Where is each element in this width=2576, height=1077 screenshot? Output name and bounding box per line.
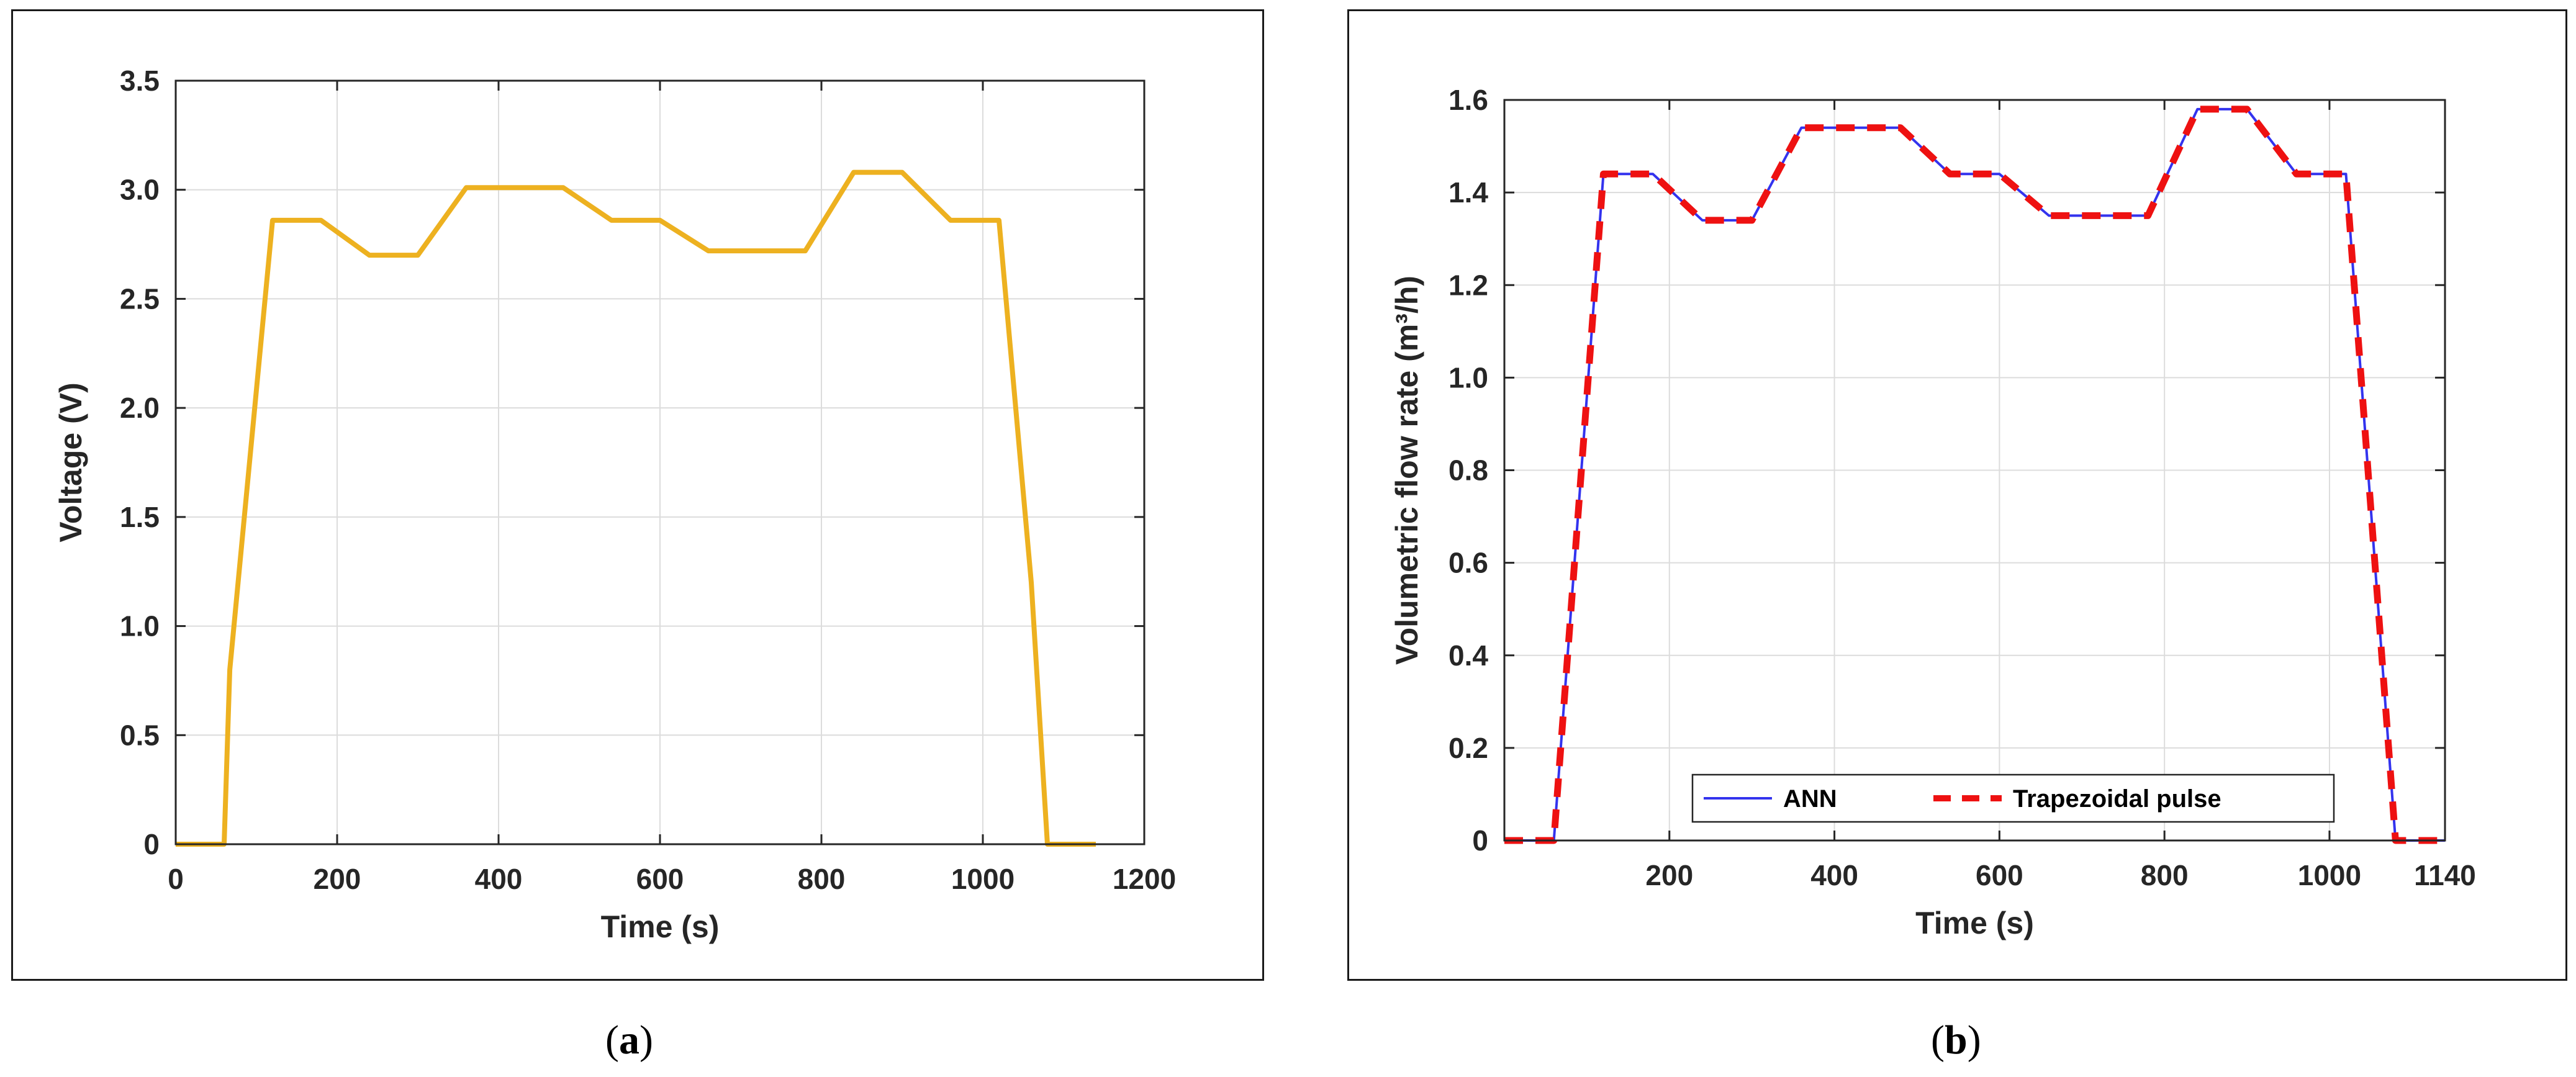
x-tick-label: 800 [2141, 859, 2189, 891]
y-axis-label: Voltage (V) [53, 382, 88, 542]
flow-rate-chart: 200 400 600 800 1000 1140 0 0.2 0.4 0.6 0.8 1.0 1.2 1… [1390, 84, 2476, 940]
y-tick-label: 2.5 [120, 282, 160, 315]
x-axis-label: Time (s) [601, 909, 720, 944]
series-line-trapezoidal-pulse [1504, 106, 2445, 844]
x-tick-label: 1000 [2298, 859, 2361, 891]
y-tick-label: 1.4 [1448, 176, 1488, 209]
caption-b: (b) [1931, 1017, 1981, 1063]
y-tick-label: 2.0 [120, 392, 160, 424]
y-tick-label: 1.0 [120, 610, 160, 642]
y-tick-label: 3.5 [120, 65, 160, 97]
y-tick-label: 1.5 [120, 501, 160, 533]
series-line-0-0 [176, 169, 1096, 847]
x-tick-label: 600 [636, 863, 684, 895]
caption-a-label: a [618, 1017, 639, 1063]
legend-box [1691, 773, 2335, 823]
x-tick-label: 1000 [951, 863, 1015, 895]
caption-a: (a) [605, 1017, 653, 1063]
panel-b-frame: 200 400 600 800 1000 1140 0 0.2 0.4 0.6 0.8 1.0 1.2 1… [1347, 9, 2567, 981]
voltage-chart: 0 200 400 600 800 1000 1200 0 0.5 1.0 1.5 2.0 2.5 3.0… [53, 65, 1176, 944]
x-tick-label: 400 [1810, 859, 1858, 891]
y-tick-label: 0 [1472, 824, 1488, 857]
x-tick-label: 0 [168, 863, 184, 895]
x-tick-label: 800 [798, 863, 846, 895]
legend-label-ann: ANN [1783, 785, 1837, 813]
x-tick-label: 600 [1976, 859, 2023, 891]
x-tick-label: 1140 [2414, 859, 2476, 891]
y-tick-label: 1.6 [1448, 84, 1488, 116]
x-tick-label: 400 [475, 863, 523, 895]
x-tick-label: 200 [314, 863, 361, 895]
x-tick-label: 200 [1645, 859, 1693, 891]
panel-a-frame: 0 200 400 600 800 1000 1200 0 0.5 1.0 1.5 2.0 2.5 3.0… [11, 9, 1264, 981]
y-tick-label: 0.2 [1448, 732, 1488, 764]
y-tick-label: 1.2 [1448, 269, 1488, 301]
series-line-ann [1504, 107, 2445, 842]
y-tick-label: 0.4 [1448, 639, 1488, 672]
y-tick-label: 0.8 [1448, 454, 1488, 487]
y-tick-label: 3.0 [120, 174, 160, 206]
y-tick-label: 0 [143, 828, 160, 860]
x-tick-label: 1200 [1113, 863, 1176, 895]
x-axis-label: Time (s) [1915, 906, 2034, 940]
y-tick-label: 0.5 [120, 719, 160, 751]
legend-label-trapezoidal-pulse: Trapezoidal pulse [2013, 785, 2221, 813]
caption-b-label: b [1944, 1017, 1968, 1063]
y-axis-label: Volumetric flow rate (m³/h) [1390, 276, 1424, 665]
y-tick-label: 0.6 [1448, 547, 1488, 579]
y-tick-label: 1.0 [1448, 361, 1488, 394]
